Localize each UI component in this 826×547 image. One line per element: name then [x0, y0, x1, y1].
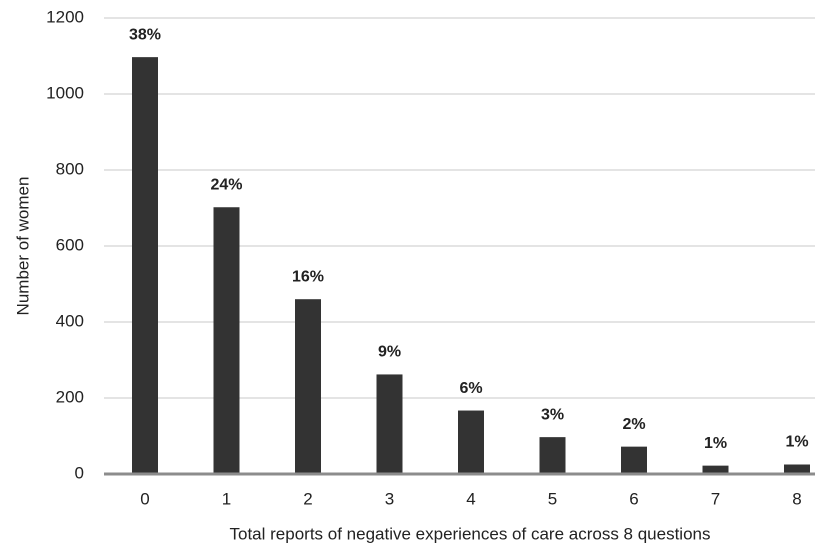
y-tick-label: 400 [56, 311, 84, 330]
x-tick-label: 5 [548, 489, 557, 508]
y-tick-label: 0 [75, 463, 84, 482]
x-tick-label: 3 [385, 489, 394, 508]
bar-label: 38% [129, 26, 161, 43]
bar-label: 6% [459, 380, 482, 397]
bar [376, 374, 403, 474]
y-tick-label: 600 [56, 235, 84, 254]
y-axis-label: Number of women [13, 177, 32, 316]
bar-label: 3% [541, 406, 564, 423]
x-tick-label: 0 [140, 489, 149, 508]
bar [539, 437, 566, 474]
bar-label: 1% [785, 434, 808, 451]
bar-label: 16% [292, 268, 324, 285]
bar-label: 1% [704, 435, 727, 452]
x-tick-label: 8 [792, 489, 801, 508]
y-tick-label: 1000 [46, 83, 84, 102]
y-tick-label: 1200 [46, 7, 84, 26]
x-tick-label: 2 [303, 489, 312, 508]
x-tick-label: 1 [222, 489, 231, 508]
x-axis-label: Total reports of negative experiences of… [230, 524, 711, 543]
y-tick-label: 200 [56, 387, 84, 406]
bar [784, 464, 810, 474]
bar [213, 207, 240, 475]
x-tick-label: 7 [711, 489, 720, 508]
bar-label: 9% [378, 344, 401, 361]
bar [702, 465, 729, 474]
bar [458, 410, 484, 474]
y-tick-label: 800 [56, 159, 84, 178]
bar-label: 2% [622, 416, 645, 433]
bar [621, 446, 647, 474]
x-tick-label: 4 [466, 489, 475, 508]
bar [132, 57, 158, 474]
x-tick-label: 6 [629, 489, 638, 508]
bar [295, 299, 321, 474]
bar-label: 24% [210, 176, 242, 193]
